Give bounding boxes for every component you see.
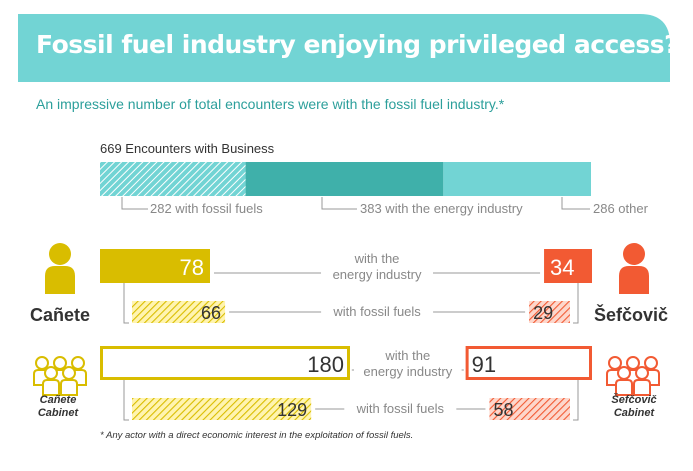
bar-fossil-0-left	[132, 301, 226, 323]
business-stacked-bar	[100, 162, 591, 196]
page-subtitle: An impressive number of total encounters…	[36, 96, 505, 112]
sefcovic-name: Šefčovič	[594, 305, 669, 325]
business-label-energy: 383 with the energy industry	[360, 201, 523, 216]
sefcovic-cabinet-line1: Šefčovič	[611, 394, 657, 406]
bar-fossil-1-left	[132, 398, 312, 420]
value-energy-0-left: 78	[180, 255, 204, 280]
bracket-1-left	[123, 380, 129, 421]
business-bar-segment-fossil-fuels	[100, 162, 246, 196]
bar-fossil-1-right	[489, 398, 570, 420]
sefcovic-cabinet-name: Šefčovič Cabinet	[604, 394, 664, 420]
page-title: Fossil fuel industry enjoying privileged…	[36, 30, 679, 59]
value-energy-1-right: 91	[472, 352, 496, 377]
value-energy-1-left: 180	[307, 352, 344, 377]
value-fossil-1-right: 58	[493, 400, 513, 420]
bar-energy-1-right	[465, 346, 592, 380]
business-title: 669 Encounters with Business	[100, 141, 275, 156]
value-fossil-1-left: 129	[277, 400, 307, 420]
label-energy-industry-1: energy industry	[363, 364, 452, 379]
business-label-fossil: 282 with fossil fuels	[150, 201, 263, 216]
title-banner-shape	[18, 14, 670, 82]
bar-energy-0-right	[544, 249, 592, 283]
label-with-the-0: with the	[354, 251, 400, 266]
business-bar-segment-other	[443, 162, 591, 196]
bar-fossil-0-right	[529, 301, 570, 323]
canete-cabinet-line1: Cañete	[39, 394, 77, 406]
bracket-0-right	[573, 283, 579, 324]
canete-name: Cañete	[30, 305, 91, 325]
label-fossil-0: with fossil fuels	[332, 304, 421, 319]
group-icon	[33, 356, 87, 396]
bar-energy-0-left	[100, 249, 210, 283]
canete-cabinet-name: Cañete Cabinet	[28, 394, 88, 420]
group-icon	[606, 356, 660, 396]
footnote: * Any actor with a direct economic inter…	[100, 430, 414, 441]
business-label-other: 286 other	[593, 201, 649, 216]
business-bar-segment-energy-industry	[245, 162, 444, 196]
value-fossil-0-right: 29	[533, 303, 553, 323]
label-energy-industry-0: energy industry	[333, 267, 422, 282]
label-with-the-1: with the	[384, 348, 430, 363]
person-icon	[45, 243, 75, 294]
bracket-0-left	[123, 283, 129, 324]
bracket-1-right	[573, 380, 579, 421]
title-banner	[18, 14, 670, 82]
business-leader-lines	[121, 197, 590, 210]
label-fossil-1: with fossil fuels	[356, 401, 445, 416]
canete-cabinet-line2: Cabinet	[37, 407, 79, 419]
sefcovic-cabinet-line2: Cabinet	[613, 407, 655, 419]
person-icon	[619, 243, 649, 294]
bar-energy-1-left	[100, 346, 350, 380]
value-energy-0-right: 34	[550, 255, 574, 280]
value-fossil-0-left: 66	[201, 303, 221, 323]
